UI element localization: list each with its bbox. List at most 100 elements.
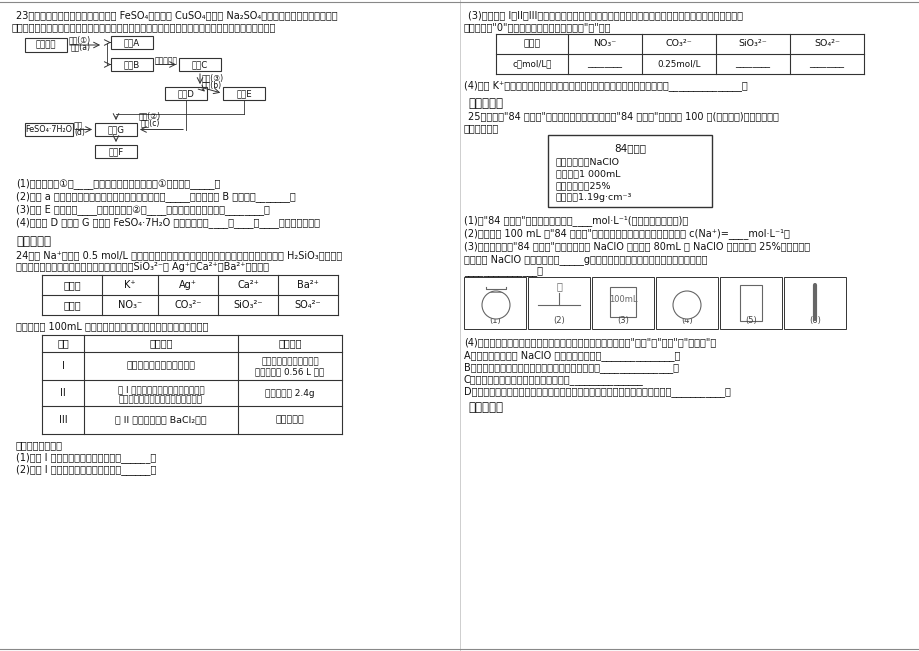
Text: (5): (5) — [744, 316, 756, 325]
Bar — [25, 38, 67, 52]
Text: (4): (4) — [680, 316, 692, 325]
Text: 加入(③): 加入(③) — [202, 73, 224, 82]
Text: 溶液A: 溶液A — [124, 38, 140, 47]
Text: (6): (6) — [808, 316, 820, 325]
Text: Ba²⁺: Ba²⁺ — [297, 280, 319, 290]
Text: 无明显现象: 无明显现象 — [276, 415, 304, 424]
Text: 23．某工厂的工业废水中含有大量的 FeSO₄、较多的 CuSO₄和少量 Na₂SO₄。为了减少污染并变废为宝，: 23．某工厂的工业废水中含有大量的 FeSO₄、较多的 CuSO₄和少量 Na₂… — [16, 10, 337, 20]
Text: 【有效成分】NaClO: 【有效成分】NaClO — [555, 157, 619, 166]
Text: D．定容后，把容量瓶倒置摇匀后发现液面低于刻度线，继续充几滴水至刻度处___________。: D．定容后，把容量瓶倒置摇匀后发现液面低于刻度线，继续充几滴水至刻度处_____… — [463, 386, 730, 397]
Bar — [179, 58, 221, 71]
Circle shape — [482, 291, 509, 319]
Text: SiO₃²⁻: SiO₃²⁻ — [233, 300, 263, 310]
Bar — [591, 277, 653, 329]
Text: C．定容时，俯视容量瓶刻度线进行定容_______________: C．定容时，俯视容量瓶刻度线进行定容_______________ — [463, 374, 643, 385]
Text: 计: 计 — [555, 281, 562, 291]
Text: (2)某同学取 100 mL 该"84 消毒液"，稀释后用于消毒，稀释后的溶液中 c(Na⁺)=____mol·L⁻¹。: (2)某同学取 100 mL 该"84 消毒液"，稀释后用于消毒，稀释后的溶液中… — [463, 228, 789, 239]
Text: 请回答下列问题：: 请回答下列问题： — [16, 440, 62, 450]
Circle shape — [673, 291, 700, 319]
Bar — [528, 277, 589, 329]
Text: 100mL: 100mL — [608, 294, 637, 303]
Text: (4)配制过程中下列各项操作对消毒液物质的量浓度有影响（填"偏小"、"偏大"或"无影响"）: (4)配制过程中下列各项操作对消毒液物质的量浓度有影响（填"偏小"、"偏大"或"… — [463, 337, 716, 347]
Bar — [739, 285, 761, 321]
Text: 加入(②): 加入(②) — [139, 111, 161, 120]
Text: 工业废水: 工业废水 — [36, 40, 56, 49]
Text: 固体F: 固体F — [108, 147, 123, 156]
Text: Ag⁺: Ag⁺ — [179, 280, 197, 290]
Text: (d): (d) — [74, 128, 85, 137]
Text: 阴离子: 阴离子 — [63, 300, 81, 310]
Text: 0.25mol/L: 0.25mol/L — [656, 59, 700, 68]
Text: I: I — [62, 361, 64, 371]
Text: 水的胶状沉淀，加热时易分解为两种氧化物。SiO₃²⁻和 Ag⁺、Ca²⁺、Ba²⁺不共存）: 水的胶状沉淀，加热时易分解为两种氧化物。SiO₃²⁻和 Ag⁺、Ca²⁺、Ba²… — [16, 262, 268, 272]
Text: 将 I 中产生的混合液过滤，对沉淀洗: 将 I 中产生的混合液过滤，对沉淀洗 — [118, 385, 204, 395]
Text: 固体质量为 2.4g: 固体质量为 2.4g — [265, 389, 314, 398]
Text: 加入(①): 加入(①) — [69, 35, 91, 44]
Text: SO₄²⁻: SO₄²⁻ — [294, 300, 321, 310]
Text: SiO₃²⁻: SiO₃²⁻ — [738, 40, 766, 49]
Text: A．用托盘天平称量 NaClO 固体时，砝码生锈_______________。: A．用托盘天平称量 NaClO 固体时，砝码生锈_______________。 — [463, 350, 680, 361]
Text: _______________。: _______________。 — [463, 266, 542, 276]
Text: c（mol/L）: c（mol/L） — [512, 59, 551, 68]
Text: 溶液C: 溶液C — [192, 60, 208, 69]
Text: (1)该"84 消毒液"的物质的量浓度约____mol·L⁻¹(小数点后保留一位)。: (1)该"84 消毒液"的物质的量浓度约____mol·L⁻¹(小数点后保留一位… — [463, 215, 687, 226]
Bar — [95, 123, 137, 136]
Bar — [463, 277, 526, 329]
Text: 需要称量 NaClO 固体的质量为_____g。下列为打乱了的操作示意图，其正确排序为: 需要称量 NaClO 固体的质量为_____g。下列为打乱了的操作示意图，其正确… — [463, 254, 707, 265]
Text: 涤，灼烧至恒重，称量所得固体质量: 涤，灼烧至恒重，称量所得固体质量 — [119, 396, 203, 404]
Bar — [720, 277, 781, 329]
Text: 84消毒液: 84消毒液 — [613, 143, 645, 153]
Text: 生成白色胶状沉淀并放出: 生成白色胶状沉淀并放出 — [261, 357, 319, 367]
Text: 五、填空题: 五、填空题 — [468, 401, 503, 414]
Text: (4)从溶液 D 和溶液 G 中得到 FeSO₄·7H₂O 晶体的操作为____、____、____、洗涤、干燥。: (4)从溶液 D 和溶液 G 中得到 FeSO₄·7H₂O 晶体的操作为____… — [16, 217, 320, 228]
Text: 实验内容: 实验内容 — [149, 338, 173, 348]
Text: 答下列问题：: 答下列问题： — [463, 123, 499, 133]
Text: ________: ________ — [809, 59, 844, 68]
Text: 三、推断题: 三、推断题 — [16, 235, 51, 248]
Bar — [783, 277, 845, 329]
Text: (1): (1) — [489, 316, 500, 325]
Text: (2)实验 I 中生成气体的离子方程式为______；: (2)实验 I 中生成气体的离子方程式为______； — [16, 464, 156, 475]
Text: 标准状况下 0.56 L 气体: 标准状况下 0.56 L 气体 — [255, 368, 324, 376]
Bar — [222, 87, 265, 100]
Text: 向该溶液中加入足量稀盐酸: 向该溶液中加入足量稀盐酸 — [127, 361, 196, 370]
Bar — [655, 277, 717, 329]
Text: 操作(c): 操作(c) — [141, 118, 160, 127]
Text: CO₃²⁻: CO₃²⁻ — [665, 40, 692, 49]
Text: 溶液D: 溶液D — [177, 89, 194, 98]
Text: K⁺: K⁺ — [124, 280, 136, 290]
Text: 溶液G: 溶液G — [108, 125, 124, 134]
Text: 阳离子: 阳离子 — [63, 280, 81, 290]
Bar — [25, 123, 73, 136]
Text: 固体B: 固体B — [124, 60, 140, 69]
Text: CO₃²⁻: CO₃²⁻ — [174, 300, 201, 310]
Text: 24．在 Na⁺浓度为 0.5 mol/L 的某溶清溶液中，还可能含有下表中的若干种离子。（已知 H₂SiO₃为不溶于: 24．在 Na⁺浓度为 0.5 mol/L 的某溶清溶液中，还可能含有下表中的若… — [16, 250, 342, 260]
Text: 操作(b): 操作(b) — [202, 80, 221, 89]
Bar — [548, 135, 711, 207]
Text: (1)实验 I 能确定一定不存在的离子是______；: (1)实验 I 能确定一定不存在的离子是______； — [16, 452, 156, 463]
Text: (1)加入的试剂①为____（填化学式），加入试剂①的目的是_____。: (1)加入的试剂①为____（填化学式），加入试剂①的目的是_____。 — [16, 178, 221, 189]
Text: 操作: 操作 — [74, 122, 83, 130]
Bar — [111, 36, 153, 49]
Text: III: III — [59, 415, 67, 425]
Text: NO₃⁻: NO₃⁻ — [593, 40, 616, 49]
Text: 【质量分数】25%: 【质量分数】25% — [555, 181, 611, 190]
Text: II: II — [60, 388, 66, 398]
Bar — [609, 287, 635, 317]
Text: 【规格】1 000mL: 【规格】1 000mL — [555, 169, 619, 178]
Text: 现取该溶液 100mL 进行如下实验（气体体积在标准状况下测定）。: 现取该溶液 100mL 进行如下实验（气体体积在标准状况下测定）。 — [16, 321, 208, 331]
Text: (3): (3) — [617, 316, 629, 325]
Bar — [111, 58, 153, 71]
Text: 向 II 的滤液中滴加 BaCl₂溶液: 向 II 的滤液中滴加 BaCl₂溶液 — [115, 415, 207, 424]
Text: 25．已知某"84 消毒液"瓶体部分标签如图所示，该"84 消毒液"通常稀释 100 倍(体积之比)后使用，请回: 25．已知某"84 消毒液"瓶体部分标签如图所示，该"84 消毒液"通常稀释 1… — [468, 111, 778, 121]
Text: (2)操作 a 的名称为过滤、洗涤。所需要的玻璃仪器为_____，洗涤固体 B 的操作是_______。: (2)操作 a 的名称为过滤、洗涤。所需要的玻璃仪器为_____，洗涤固体 B … — [16, 191, 295, 202]
Text: 加入稀盐酸: 加入稀盐酸 — [154, 57, 178, 66]
Text: (2): (2) — [552, 316, 564, 325]
Text: ________: ________ — [734, 59, 770, 68]
Text: SO₄²⁻: SO₄²⁻ — [813, 40, 839, 49]
Text: 工厂计划从该废水中回收硫酸亚铁和金属铜。请根据下列流程图，完成回收硫酸亚铁和铜的实验方案。: 工厂计划从该废水中回收硫酸亚铁和金属铜。请根据下列流程图，完成回收硫酸亚铁和铜的… — [12, 22, 276, 32]
Text: 实验结果: 实验结果 — [278, 338, 301, 348]
Text: (4)判断 K⁺是否存在，若存在，计算其最小浓度；若不存在，请说明理由：_______________。: (4)判断 K⁺是否存在，若存在，计算其最小浓度；若不存在，请说明理由：____… — [463, 80, 747, 91]
Text: NO₃⁻: NO₃⁻ — [118, 300, 142, 310]
Text: 在的离子填"0"，不能确定是否存在的离子填"？"）。: 在的离子填"0"，不能确定是否存在的离子填"？"）。 — [463, 22, 611, 32]
